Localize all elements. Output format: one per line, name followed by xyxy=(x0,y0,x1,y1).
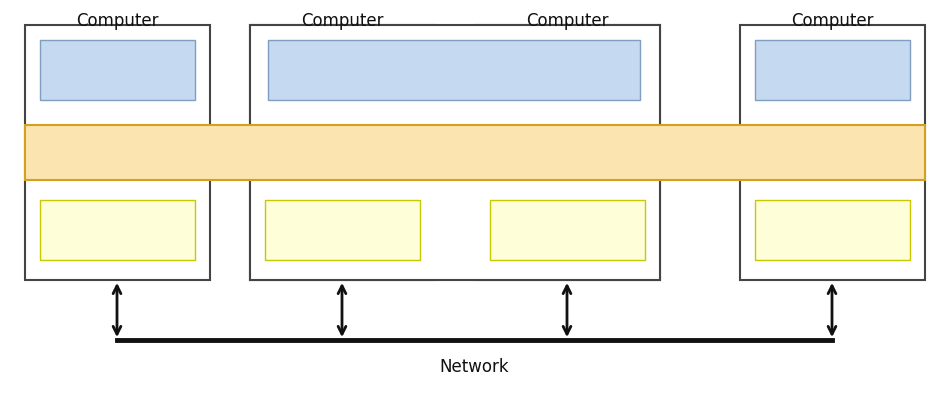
Text: Computer: Computer xyxy=(526,12,608,30)
Text: Network: Network xyxy=(439,358,508,376)
Text: Operating System: Operating System xyxy=(49,223,187,238)
Bar xyxy=(40,40,195,100)
Text: Computer: Computer xyxy=(791,12,873,30)
Text: Operating System: Operating System xyxy=(273,223,412,238)
Text: Operating System: Operating System xyxy=(764,223,902,238)
Bar xyxy=(250,25,435,280)
Bar xyxy=(740,25,925,280)
Text: Distributed System Layer (middleware): Distributed System Layer (middleware) xyxy=(311,143,639,162)
Bar xyxy=(250,25,660,280)
Bar xyxy=(40,200,195,260)
Bar xyxy=(490,200,645,260)
Text: Application: Application xyxy=(407,61,501,79)
Bar xyxy=(755,40,910,100)
Bar xyxy=(25,125,925,180)
Text: Operating System: Operating System xyxy=(498,223,637,238)
Bar xyxy=(25,25,210,280)
Bar xyxy=(755,200,910,260)
Bar xyxy=(268,40,640,100)
Text: Application: Application xyxy=(71,61,164,79)
Bar xyxy=(265,200,420,260)
Text: Computer: Computer xyxy=(301,12,384,30)
Bar xyxy=(475,25,660,280)
Text: Application: Application xyxy=(786,61,879,79)
Text: Computer: Computer xyxy=(76,12,158,30)
